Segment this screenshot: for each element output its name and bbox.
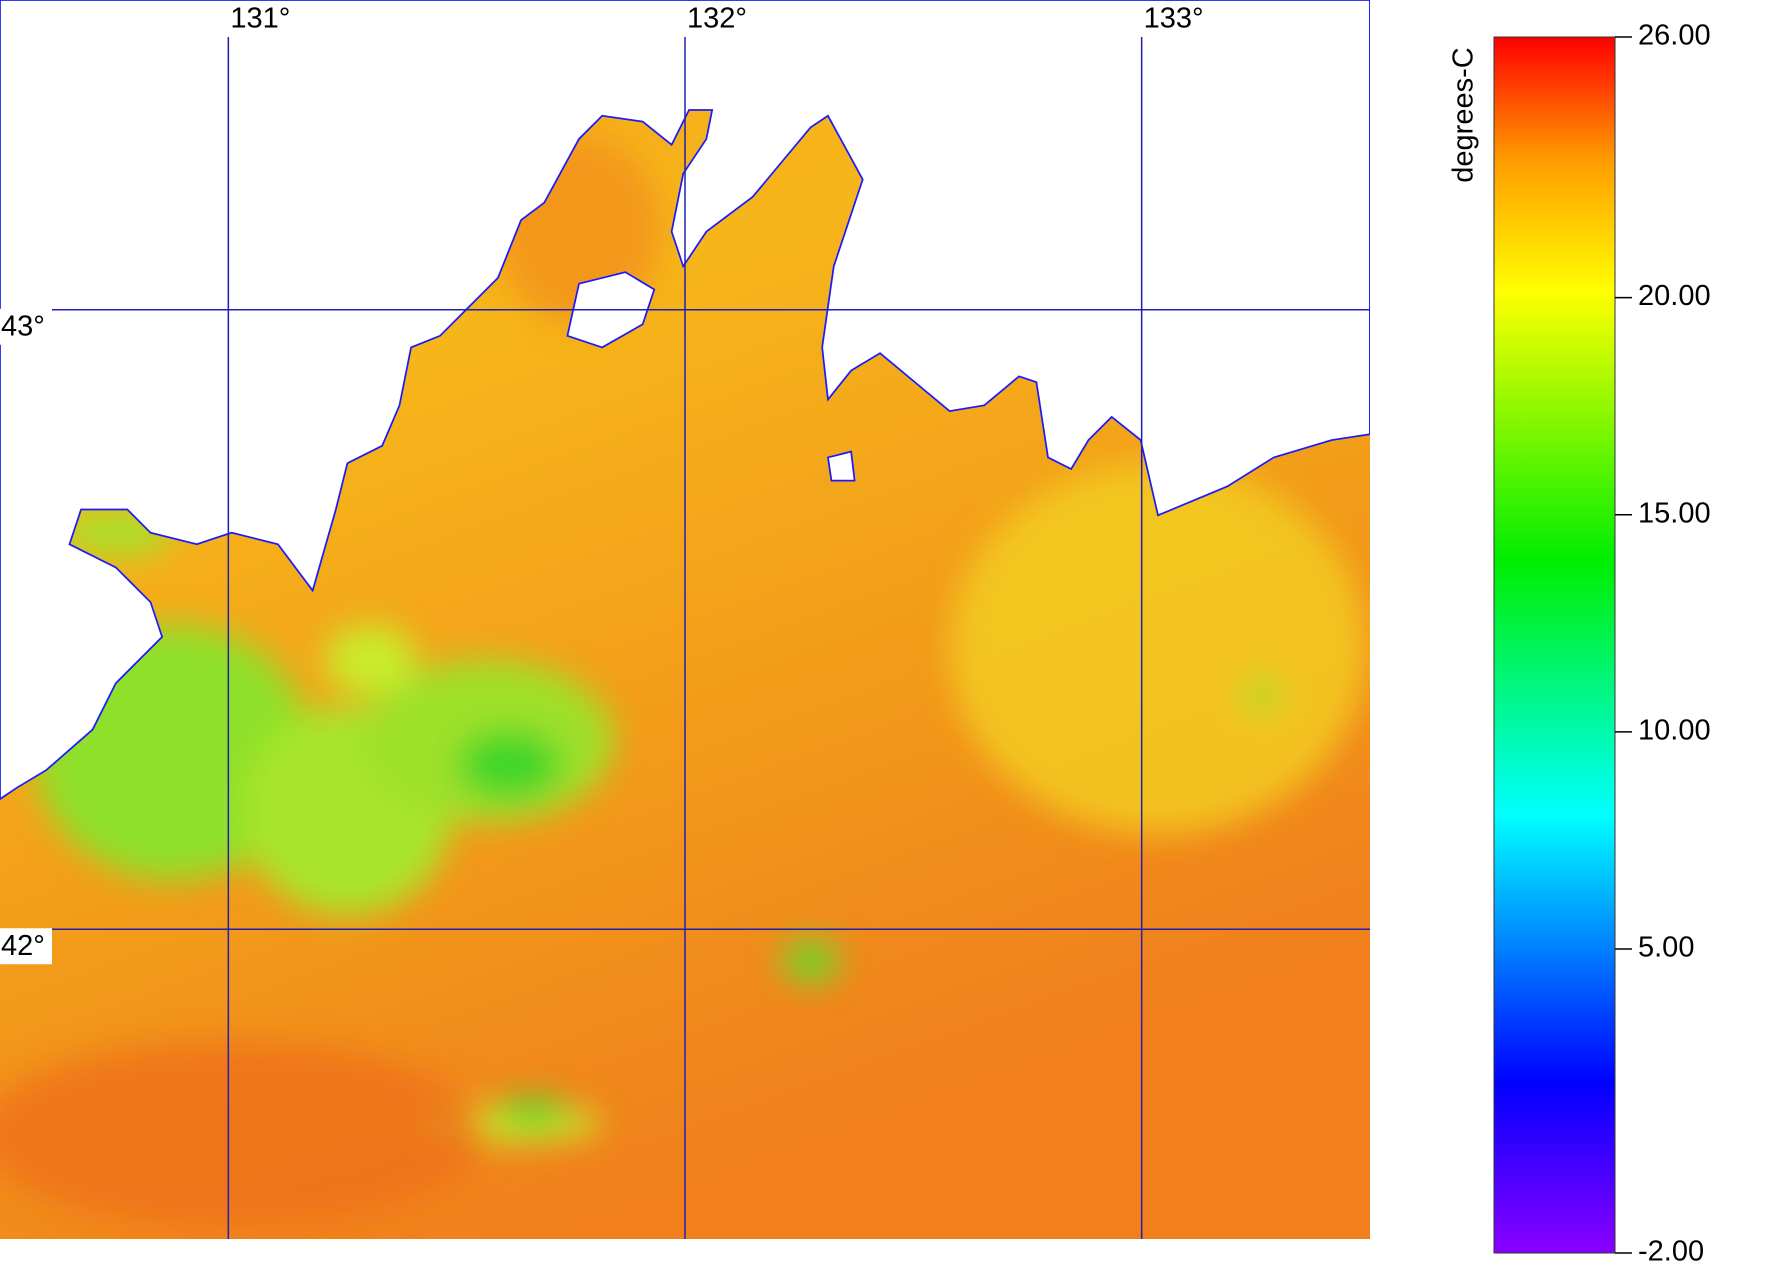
latitude-label: 42° bbox=[1, 930, 45, 962]
colorbar-label: degrees-C bbox=[1448, 47, 1480, 182]
latitude-label-bg bbox=[0, 928, 52, 965]
colorbar-tick-label: 10.00 bbox=[1638, 715, 1711, 747]
latitude-label: 43° bbox=[1, 310, 45, 342]
colorbar-tick-label: 20.00 bbox=[1638, 280, 1711, 312]
longitude-label: 133° bbox=[1144, 3, 1204, 35]
colorbar-tick-label: -2.00 bbox=[1638, 1236, 1704, 1268]
colorbar-tick-label: 15.00 bbox=[1638, 497, 1711, 529]
latitude-label-bg bbox=[0, 308, 52, 345]
graticule bbox=[52, 37, 1370, 1239]
longitude-label: 131° bbox=[230, 3, 290, 35]
colorbar-tick-label: 26.00 bbox=[1638, 20, 1711, 52]
colorbar bbox=[1493, 36, 1616, 1254]
longitude-label: 132° bbox=[687, 3, 747, 35]
colorbar-tick-label: 5.00 bbox=[1638, 932, 1694, 964]
